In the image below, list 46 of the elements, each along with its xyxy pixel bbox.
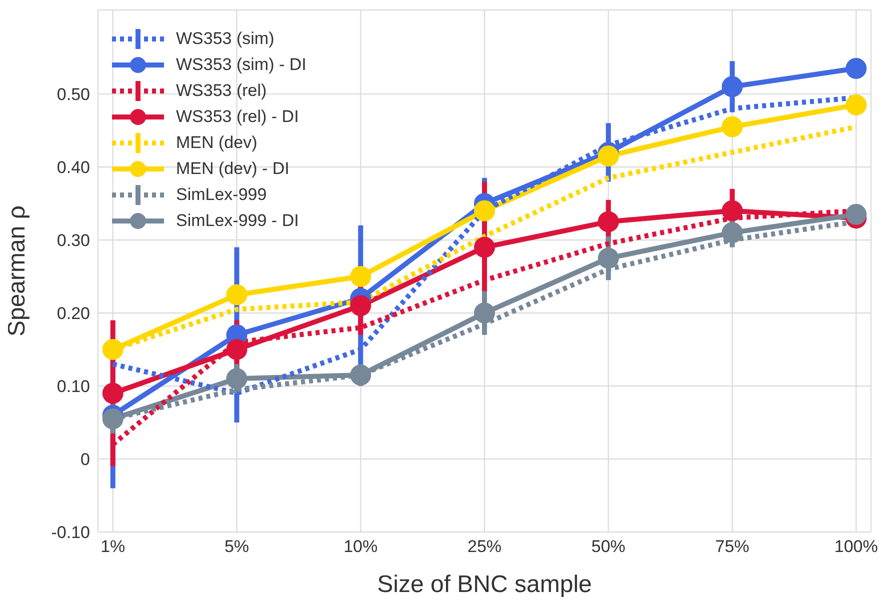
point (350, 364, 372, 386)
legend-label: WS353 (rel) - DI (176, 107, 299, 127)
legend-label: SimLex-999 (176, 185, 267, 205)
legend-label: MEN (dev) - DI (176, 159, 290, 179)
y-tick-label: 0 (80, 450, 90, 470)
point (722, 222, 743, 244)
x-tick-label: 10% (344, 537, 378, 556)
point (722, 76, 743, 98)
x-axis-title: Size of BNC sample (377, 571, 592, 598)
legend-label: WS353 (rel) (176, 81, 267, 101)
point (226, 338, 248, 360)
point (350, 295, 372, 316)
point (598, 248, 619, 269)
x-tick-label: 1% (100, 537, 126, 556)
point (102, 382, 124, 404)
legend-label: WS353 (sim) - DI (176, 55, 306, 75)
legend-label: WS353 (sim) (176, 29, 274, 49)
y-tick-label: 0.20 (56, 304, 90, 324)
y-axis-title: Spearman ρ (4, 205, 31, 337)
point (846, 94, 867, 116)
y-tick-label: 0.50 (56, 84, 90, 104)
y-tick-label: 0.10 (56, 377, 90, 396)
legend-label: SimLex-999 - DI (176, 211, 299, 231)
y-tick-label: 0.30 (56, 231, 90, 250)
point (474, 302, 495, 324)
point (226, 284, 248, 306)
legend-label: MEN (dev) (176, 133, 258, 153)
point (474, 200, 495, 222)
point (226, 368, 248, 390)
point (598, 211, 619, 232)
point (474, 236, 495, 258)
point (102, 338, 124, 360)
y-tick-label: 0.40 (56, 158, 90, 177)
point (722, 200, 743, 222)
x-tick-label: 5% (224, 537, 250, 556)
x-tick-label: 25% (467, 537, 502, 556)
point (598, 146, 619, 167)
point (722, 116, 743, 138)
y-tick-label: -0.10 (51, 523, 90, 542)
point (846, 204, 867, 225)
x-tick-label: 75% (715, 537, 750, 556)
point (350, 266, 372, 287)
point (846, 58, 867, 79)
point (102, 408, 124, 430)
x-tick-label: 100% (834, 537, 878, 556)
x-tick-label: 50% (591, 537, 626, 556)
